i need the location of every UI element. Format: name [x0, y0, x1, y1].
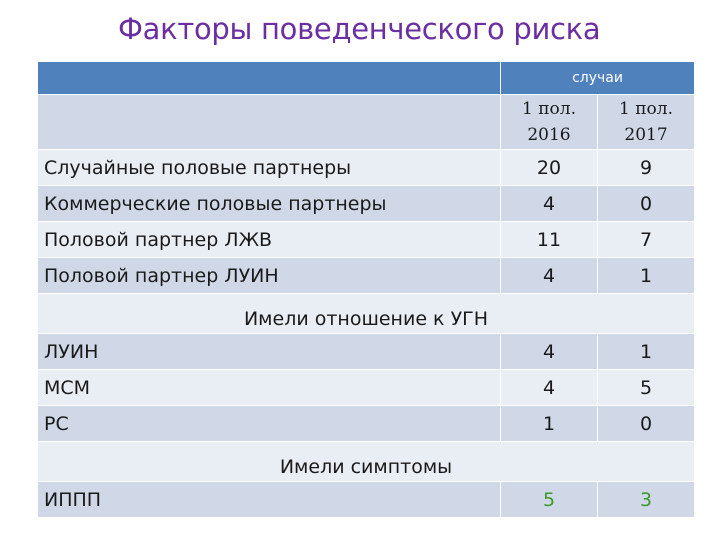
value-2017: 1 — [596, 333, 696, 370]
value-2016: 4 — [500, 333, 598, 370]
table-row: Случайные половые партнеры 20 9 — [37, 149, 696, 186]
value-2016: 4 — [500, 185, 598, 222]
table-row: ИППП 5 3 — [37, 481, 696, 518]
section-row: Имели отношение к УГН — [36, 293, 696, 334]
header-empty-cell — [37, 61, 501, 95]
value-2017: 0 — [596, 185, 696, 222]
value-2017: 1 — [596, 257, 696, 294]
row-label: Коммерческие половые партнеры — [37, 185, 501, 222]
row-label: Половой партнер ЛУИН — [37, 257, 501, 294]
subheader-row: 1 пол. 2016 1 пол. 2017 — [37, 94, 696, 150]
table-row: Половой партнер ЛЖВ 11 7 — [37, 221, 696, 258]
value-2017: 3 — [596, 481, 696, 518]
value-2016: 4 — [500, 369, 598, 406]
table-row: ЛУИН 4 1 — [37, 333, 696, 370]
value-2017: 5 — [596, 369, 696, 406]
col-2017-header: 1 пол. 2017 — [596, 94, 696, 150]
risk-factors-table: случаи 1 пол. 2016 1 пол. 2017 Случайные п… — [36, 61, 696, 518]
slide-title: Факторы поведенческого риска — [118, 12, 601, 46]
row-label: РС — [37, 405, 501, 442]
header-row: случаи — [37, 61, 696, 95]
row-label: ИППП — [37, 481, 501, 518]
value-2016: 4 — [500, 257, 598, 294]
row-label: Половой партнер ЛЖВ — [37, 221, 501, 258]
value-2017: 7 — [596, 221, 696, 258]
subheader-empty-cell — [37, 94, 501, 150]
cases-header: случаи — [499, 61, 696, 95]
value-2017: 9 — [596, 149, 696, 186]
value-2016: 1 — [500, 405, 598, 442]
row-label: ЛУИН — [37, 333, 501, 370]
table-row: Половой партнер ЛУИН 4 1 — [37, 257, 696, 294]
row-label: МСМ — [37, 369, 501, 406]
value-2016: 11 — [500, 221, 598, 258]
section-heading: Имели отношение к УГН — [36, 293, 696, 334]
section-heading: Имели симптомы — [36, 441, 696, 482]
row-label: Случайные половые партнеры — [37, 149, 501, 186]
col-2016-header: 1 пол. 2016 — [500, 94, 598, 150]
value-2017: 0 — [596, 405, 696, 442]
table-row: РС 1 0 — [37, 405, 696, 442]
table-row: Коммерческие половые партнеры 4 0 — [37, 185, 696, 222]
value-2016: 5 — [500, 481, 598, 518]
value-2016: 20 — [500, 149, 598, 186]
section-row: Имели симптомы — [36, 441, 696, 482]
table-row: МСМ 4 5 — [37, 369, 696, 406]
